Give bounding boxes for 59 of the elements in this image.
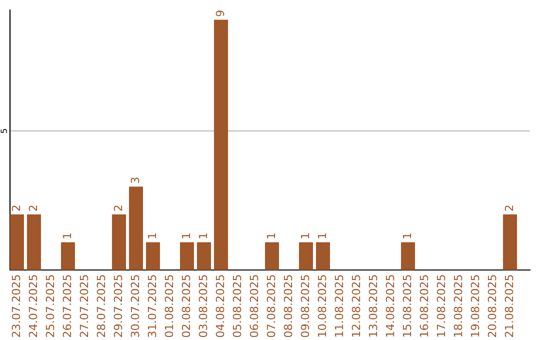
bar: [112, 214, 126, 270]
x-tick-label: 23.07.2025: [12, 275, 20, 337]
data-label: 1: [198, 233, 208, 238]
data-label: 2: [12, 206, 20, 211]
data-label: 1: [62, 233, 72, 238]
bar: [180, 242, 194, 270]
x-tick-label: 15.08.2025: [402, 275, 412, 337]
bar: [316, 242, 330, 270]
bar: [146, 242, 160, 270]
data-label: 2: [504, 206, 514, 211]
x-tick-label: 13.08.2025: [368, 275, 378, 337]
x-tick-label: 14.08.2025: [386, 275, 394, 337]
x-tick-label: 29.07.2025: [114, 275, 122, 337]
x-tick-label: 25.07.2025: [46, 275, 54, 337]
x-tick-label: 11.08.2025: [334, 275, 344, 337]
x-tick-label: 20.08.2025: [488, 275, 496, 337]
x-tick-label: 03.08.2025: [198, 275, 208, 338]
x-tick-label: 12.08.2025: [352, 275, 360, 337]
bar: [26, 214, 41, 270]
x-tick-label: 31.07.2025: [148, 275, 156, 337]
data-label: 1: [266, 233, 276, 238]
x-tick-label: 06.08.2025: [250, 275, 258, 338]
data-label: 1: [318, 233, 326, 238]
bar: [264, 242, 279, 270]
x-tick-label: 17.08.2025: [436, 275, 446, 337]
bar: [298, 242, 313, 270]
x-tick-label: 28.07.2025: [96, 275, 106, 337]
x-tick-label: 30.07.2025: [130, 275, 140, 337]
x-tick-label: 26.07.2025: [62, 275, 72, 337]
bar: [503, 214, 517, 270]
data-label: 1: [300, 233, 310, 238]
x-tick-label: 16.08.2025: [420, 275, 428, 337]
data-label: 9: [216, 10, 224, 16]
bar: [214, 20, 228, 270]
y-tick-label: 5: [0, 129, 7, 133]
data-label: 1: [402, 233, 412, 238]
data-label: 1: [148, 233, 156, 238]
x-tick-label: 24.07.2025: [28, 275, 38, 337]
bar: [60, 242, 75, 270]
x-tick-label: 10.08.2025: [318, 275, 326, 337]
x-tick-label: 21.08.2025: [504, 275, 514, 337]
x-tick-label: 01.08.2025: [164, 275, 174, 338]
bar: [128, 186, 143, 270]
bar: [10, 214, 24, 270]
x-tick-label: 02.08.2025: [182, 275, 190, 338]
x-tick-label: 07.08.2025: [266, 275, 276, 338]
data-label: 2: [28, 206, 38, 211]
data-label: 1: [182, 233, 190, 238]
x-tick-label: 04.08.2025: [216, 275, 224, 338]
x-tick-label: 18.08.2025: [454, 275, 462, 337]
x-tick-label: 08.08.2025: [284, 275, 292, 338]
data-label: 3: [130, 178, 140, 183]
bar: [196, 242, 211, 270]
x-tick-label: 09.08.2025: [300, 275, 310, 338]
bar: [400, 242, 415, 270]
x-tick-label: 27.07.2025: [80, 275, 88, 337]
x-tick-label: 05.08.2025: [232, 275, 242, 338]
x-tick-label: 19.08.2025: [470, 275, 480, 337]
data-label: 2: [114, 206, 122, 211]
